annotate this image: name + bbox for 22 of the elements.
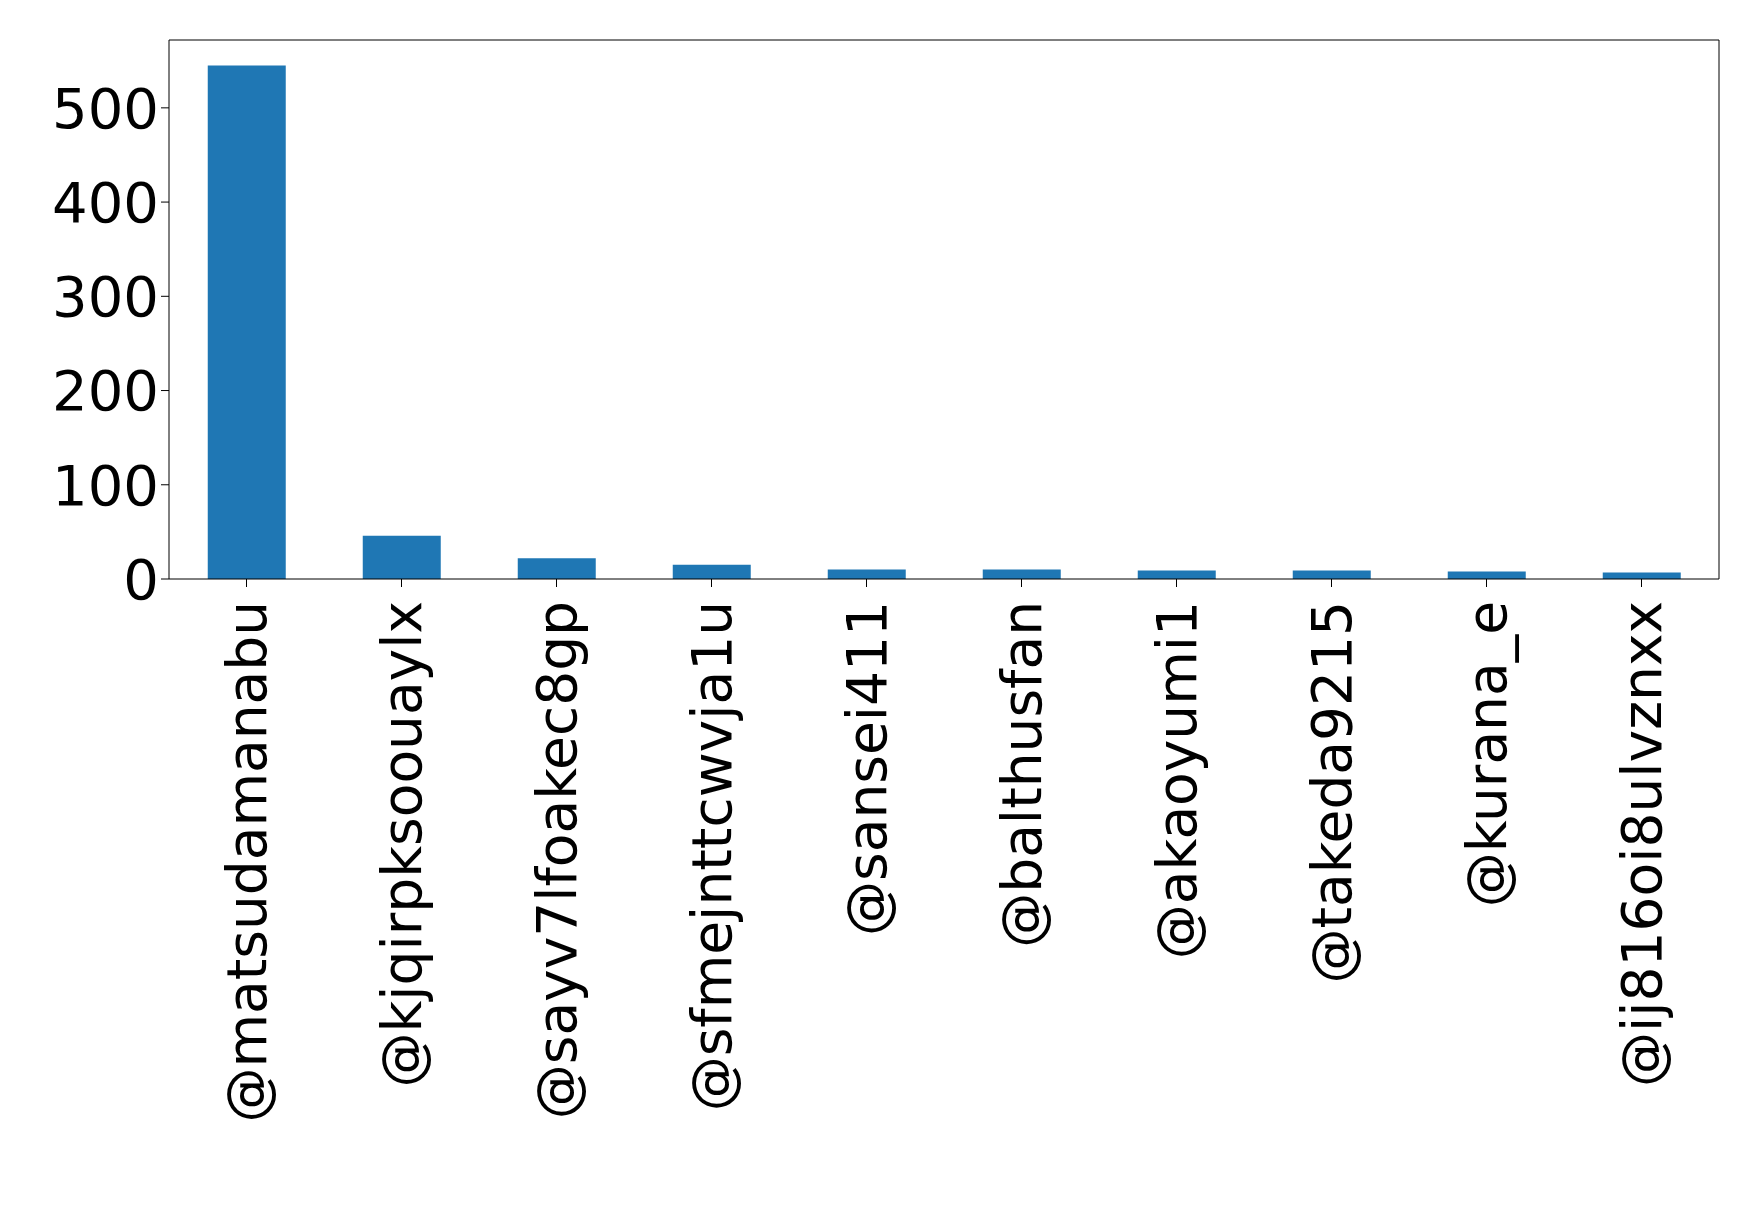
bar xyxy=(517,558,596,579)
x-tick-label: @kurana_e xyxy=(1454,601,1519,908)
x-tick-label: @balthusfan xyxy=(989,601,1054,948)
x-tick-label: @ij816oi8ulvznxx xyxy=(1609,601,1674,1087)
y-tick-label: 300 xyxy=(52,264,159,330)
x-tick-label: @sansei411 xyxy=(834,601,899,936)
x-tick-label: @takeda9215 xyxy=(1299,601,1364,984)
x-tick-label: @sayv7lfoakec8gp xyxy=(524,601,589,1120)
y-tick-label: 0 xyxy=(123,546,159,612)
bar xyxy=(362,535,441,579)
bar xyxy=(672,564,751,579)
y-tick-label: 100 xyxy=(52,452,159,518)
bar xyxy=(1602,572,1681,579)
y-tick-label: 200 xyxy=(52,358,159,424)
bar xyxy=(1447,571,1526,579)
bar xyxy=(207,65,286,579)
x-tick-label: @sfmejnttcwvja1u xyxy=(679,601,744,1112)
x-tick-label: @akaoyumi1 xyxy=(1144,601,1209,960)
y-tick-label: 400 xyxy=(52,169,159,235)
x-tick-label: @kjqirpksoouaylx xyxy=(369,601,434,1088)
y-tick-label: 500 xyxy=(52,75,159,141)
x-tick-label: @matsudamanabu xyxy=(214,601,279,1123)
